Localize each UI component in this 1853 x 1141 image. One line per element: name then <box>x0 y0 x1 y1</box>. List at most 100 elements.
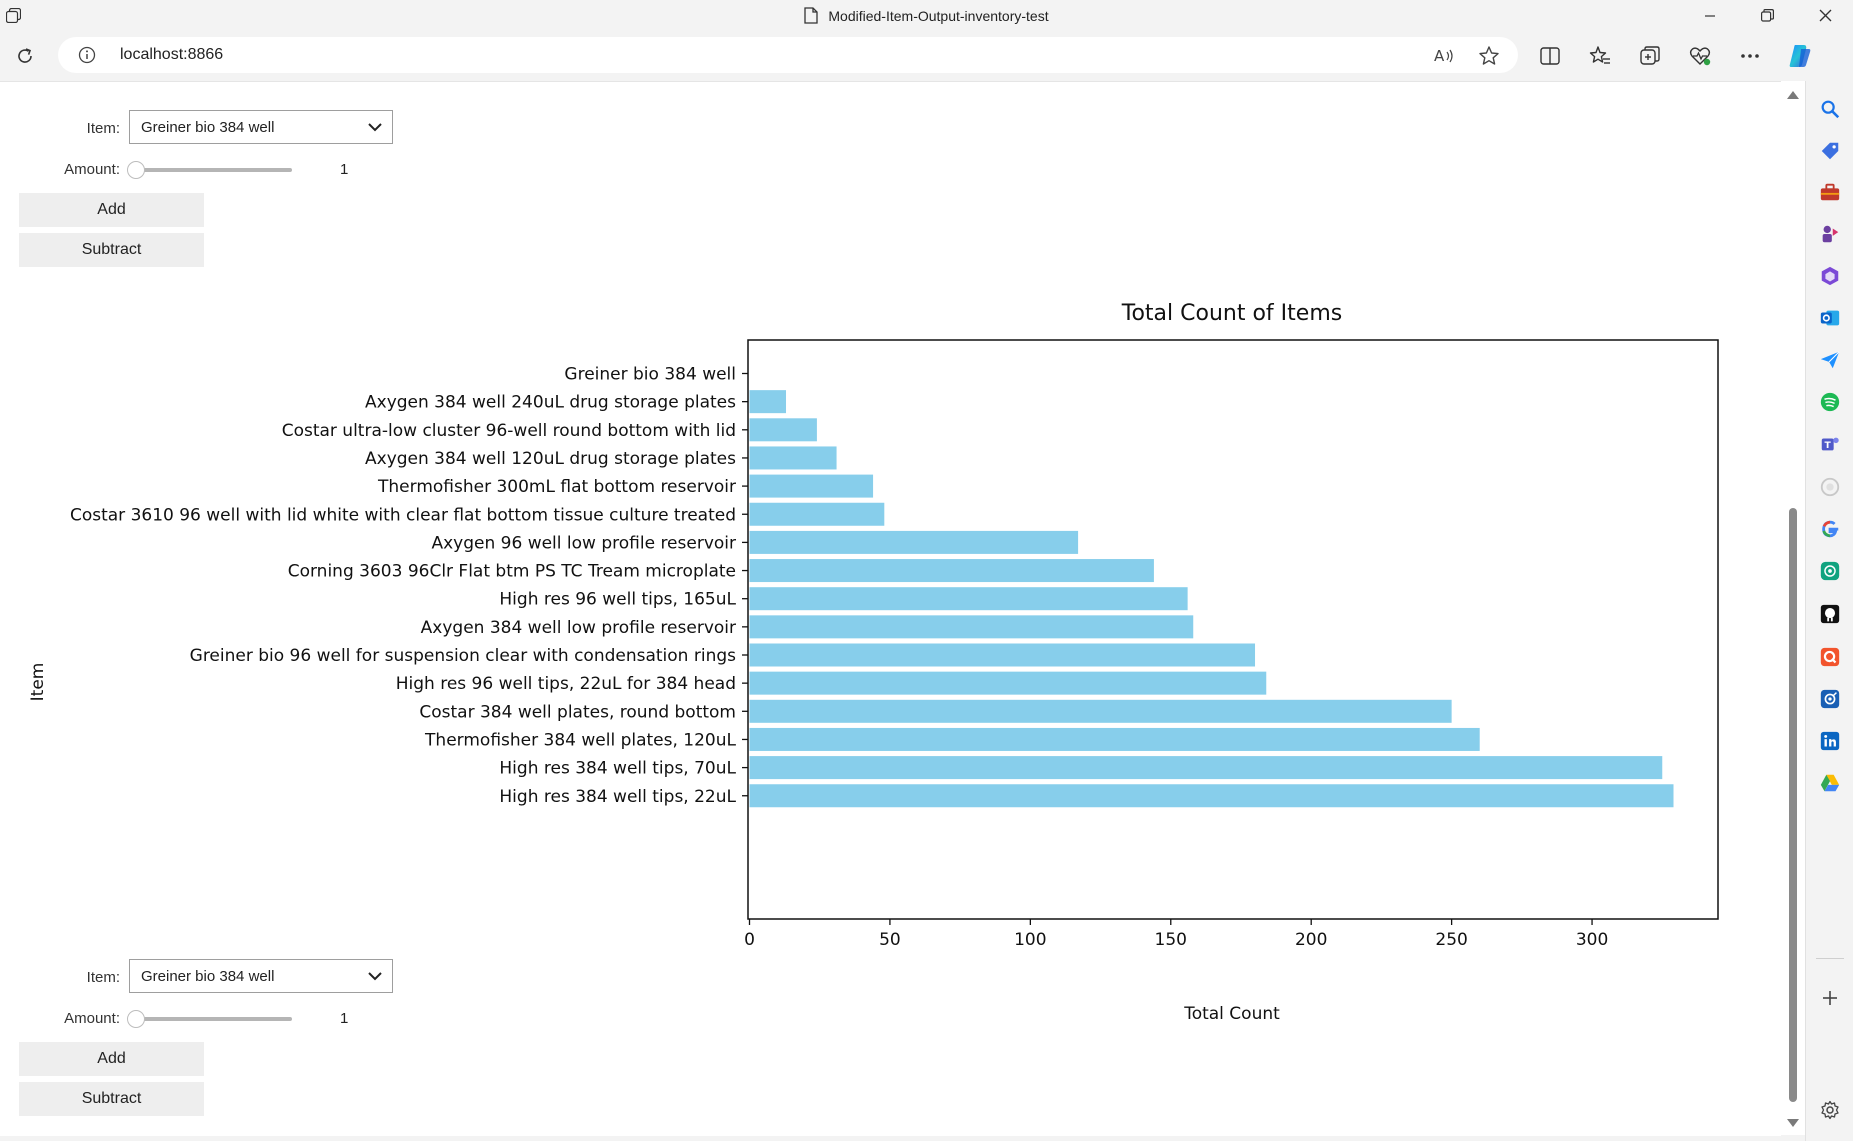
add-button[interactable]: Add <box>19 1042 204 1076</box>
x-tick-label: 50 <box>879 930 901 950</box>
search-icon <box>1821 100 1840 119</box>
y-tick-label: Costar 3610 96 well with lid white with … <box>70 505 736 525</box>
subtract-button[interactable]: Subtract <box>19 1082 204 1116</box>
bar <box>749 418 817 442</box>
close-icon <box>1819 9 1832 22</box>
q-icon <box>1820 647 1840 667</box>
split-screen-button[interactable] <box>1535 41 1565 71</box>
games-icon <box>1822 225 1839 243</box>
amount-slider-track[interactable] <box>136 168 292 172</box>
chart-title: Total Count of Items <box>1121 301 1342 326</box>
bar <box>749 699 1452 723</box>
browser-essentials-button[interactable] <box>1685 41 1715 71</box>
linkedin-icon <box>1820 731 1840 751</box>
page-content: Item: Greiner bio 384 well Amount: 1 Add… <box>0 81 1781 1136</box>
sidebar-app-button[interactable] <box>1818 602 1842 626</box>
item-dropdown[interactable]: Greiner bio 384 well <box>129 959 393 993</box>
sidebar-app-button[interactable] <box>1818 306 1842 330</box>
x-axis-label: Total Count <box>1183 1004 1280 1024</box>
x-tick-label: 250 <box>1435 930 1467 950</box>
read-aloud-icon[interactable]: A <box>1434 46 1456 66</box>
item-dropdown[interactable]: Greiner bio 384 well <box>129 110 393 144</box>
x-tick-label: 0 <box>744 930 755 950</box>
amount-slider-handle[interactable] <box>127 1010 145 1028</box>
y-tick-label: Greiner bio 96 well for suspension clear… <box>190 646 736 666</box>
plus-icon <box>1823 991 1837 1005</box>
sidebar-app-button[interactable] <box>1818 517 1842 541</box>
star-icon[interactable] <box>1478 45 1500 67</box>
url-text[interactable]: localhost:8866 <box>120 46 224 63</box>
copilot-button[interactable] <box>1785 41 1815 71</box>
sidebar-app-button[interactable] <box>1818 771 1842 795</box>
sidebar-app-button[interactable] <box>1818 139 1842 163</box>
sidebar-app-button[interactable]: T <box>1818 432 1842 456</box>
sidebar-app-button[interactable] <box>1818 390 1842 414</box>
favorites-button[interactable] <box>1585 41 1615 71</box>
more-button[interactable] <box>1735 41 1765 71</box>
sidebar-app-button[interactable] <box>1818 729 1842 753</box>
y-tick-label: High res 384 well tips, 22uL <box>499 787 736 807</box>
sidebar-app-button[interactable] <box>1818 97 1842 121</box>
minimize-button[interactable] <box>1682 0 1737 31</box>
collections-button[interactable] <box>1635 41 1665 71</box>
chart-svg: Total Count of Items Total Count Item Gr… <box>28 301 1719 1024</box>
sidebar-app-button[interactable] <box>1818 264 1842 288</box>
bar <box>749 474 874 498</box>
y-tick-label: Greiner bio 384 well <box>564 365 736 385</box>
x-tick-label: 100 <box>1014 930 1046 950</box>
y-axis-label: Item <box>28 663 48 702</box>
add-sidebar-app-button[interactable] <box>1818 986 1842 1010</box>
address-bar[interactable]: localhost:8866 A <box>58 37 1518 73</box>
google-icon <box>1822 520 1839 538</box>
bar <box>749 587 1188 611</box>
y-tick-label: Costar 384 well plates, round bottom <box>419 702 736 722</box>
bar <box>749 530 1079 554</box>
sidebar-app-button[interactable] <box>1818 559 1842 583</box>
scrollbar-thumb[interactable] <box>1789 508 1797 1102</box>
sidebar-app-button[interactable] <box>1818 348 1842 372</box>
send-icon <box>1820 351 1840 369</box>
info-icon[interactable] <box>78 46 96 64</box>
scroll-up-arrow-icon[interactable] <box>1787 91 1799 99</box>
item-label: Item: <box>86 120 120 137</box>
add-button[interactable]: Add <box>19 193 204 227</box>
bar <box>749 727 1480 751</box>
amount-slider-track[interactable] <box>136 1017 292 1021</box>
plot-frame <box>747 339 1719 920</box>
y-tick-label: Thermofisher 300mL flat bottom reservoir <box>377 477 736 497</box>
close-button[interactable] <box>1798 0 1853 31</box>
y-tick-label: Axygen 96 well low profile reservoir <box>431 533 736 553</box>
restore-icon <box>1761 9 1774 22</box>
sidebar-app-button[interactable] <box>1818 687 1842 711</box>
y-tick-label: Corning 3603 96Clr Flat btm PS TC Tream … <box>288 562 736 582</box>
sidebar-app-button[interactable] <box>1818 222 1842 246</box>
reload-button[interactable] <box>10 41 40 71</box>
chevron-down-icon <box>368 971 382 980</box>
outlook-icon <box>1820 310 1840 326</box>
x-ticks: 0 50 100 150 200 250 300 <box>744 919 1608 950</box>
favorites-icon <box>1589 46 1610 64</box>
teams-icon: T <box>1821 437 1839 451</box>
page-scrollbar[interactable] <box>1781 81 1805 1135</box>
restore-button[interactable] <box>1740 0 1795 31</box>
scroll-down-arrow-icon[interactable] <box>1787 1119 1799 1127</box>
bar <box>749 756 1663 780</box>
bar <box>749 671 1267 695</box>
amount-value: 1 <box>340 1010 349 1027</box>
sidebar-settings-button[interactable] <box>1818 1098 1842 1122</box>
sidebar-app-button[interactable] <box>1818 645 1842 669</box>
workspaces-icon[interactable] <box>6 8 21 23</box>
github-icon <box>1820 604 1840 624</box>
bar <box>749 784 1674 808</box>
collections-icon <box>1640 46 1660 65</box>
amount-slider-handle[interactable] <box>127 161 145 179</box>
bar <box>749 643 1256 667</box>
title-bar: Modified-Item-Output-inventory-test <box>0 0 1853 31</box>
sidebar-app-button[interactable] <box>1818 180 1842 204</box>
y-tick-label: Axygen 384 well 240uL drug storage plate… <box>365 393 736 413</box>
chevron-down-icon <box>368 122 382 131</box>
subtract-button[interactable]: Subtract <box>19 233 204 267</box>
sidebar-app-button[interactable] <box>1818 475 1842 499</box>
navigation-bar: localhost:8866 A <box>0 31 1853 81</box>
y-tick-label: Thermofisher 384 well plates, 120uL <box>424 730 736 750</box>
